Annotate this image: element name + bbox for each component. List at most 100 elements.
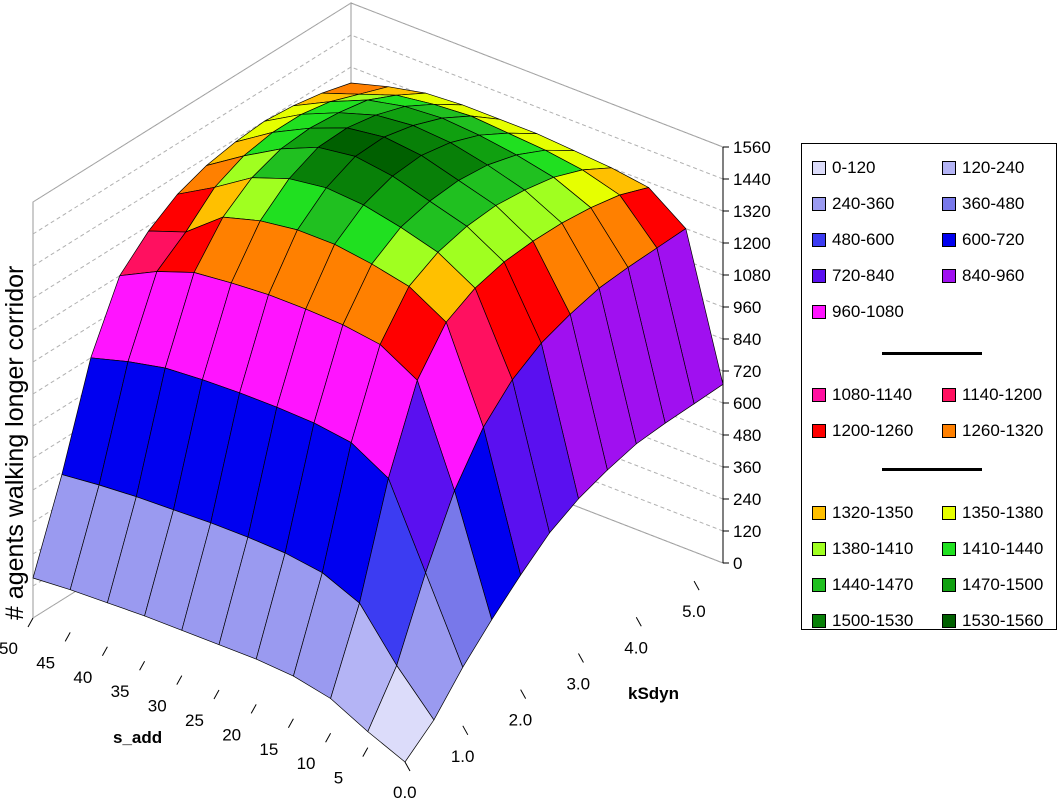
legend-item: 1500-1530 [812,611,913,631]
legend-item: 1440-1470 [812,575,913,595]
ksdyn-tick-label: 0.0 [393,783,417,802]
y-axis-label: kSdyn [628,684,679,703]
legend-label: 1410-1440 [962,539,1044,558]
s-add-tick-mark [176,675,183,685]
legend-item: 1350-1380 [942,503,1043,523]
legend-label: 480-600 [832,230,895,249]
s-add-tick-label: 25 [185,711,204,730]
legend-label: 1380-1410 [832,539,914,558]
s-add-tick-label: 20 [222,725,241,744]
s-add-tick-mark [213,689,220,700]
s-add-tick-mark [325,732,332,743]
legend-label: 1260-1320 [962,421,1044,440]
legend-item: 1380-1410 [812,539,913,559]
legend-label: 120-240 [962,158,1025,177]
s-add-axis-ticks: 50 45 40 35 30 25 20 15 10 5 [0,617,369,788]
s-add-tick-mark [287,718,294,729]
legend-separator [882,468,982,471]
z-tick-label: 960 [733,298,761,317]
legend-label: 1320-1350 [832,503,914,522]
x-axis-label: s_add [113,728,162,747]
z-tick-label: 120 [733,522,761,541]
ksdyn-tick-mark [635,617,642,627]
legend-item: 1410-1440 [942,539,1043,559]
z-tick-label: 240 [733,490,761,509]
ksdyn-tick-label: 2.0 [509,711,533,730]
legend-swatch [812,388,826,402]
z-tick-label: 1080 [733,266,771,285]
s-add-tick-label: 30 [148,697,167,716]
legend-label: 240-360 [832,194,895,213]
legend-swatch [812,161,826,175]
legend-label: 1200-1260 [832,421,914,440]
legend-label: 1350-1380 [962,503,1044,522]
legend-swatch [942,197,956,211]
s-add-tick-mark [362,747,369,757]
z-tick-label: 1320 [733,202,771,221]
legend-swatch [942,614,956,628]
ksdyn-axis-ticks: 0.0 1.0 2.0 3.0 4.0 5.0 [393,580,706,802]
legend-item: 360-480 [942,194,1024,214]
s-add-tick-mark [64,632,71,642]
z-tick-label: 1560 [733,138,771,157]
legend-swatch [812,542,826,556]
legend-label: 360-480 [962,194,1025,213]
legend-item: 480-600 [812,230,894,250]
legend-item: 1080-1140 [812,385,912,405]
legend-swatch [812,614,826,628]
legend-label: 1530-1560 [962,611,1044,630]
s-add-tick-label: 45 [36,653,55,672]
legend-item: 1200-1260 [812,421,913,441]
legend-swatch [942,578,956,592]
z-axis-label: # agents walking longer corridor [1,266,29,620]
legend-item: 600-720 [942,230,1024,250]
legend-item: 0-120 [812,158,875,178]
s-add-tick-mark [27,617,34,628]
ksdyn-tick-mark [520,689,527,699]
ksdyn-tick-mark [578,653,584,663]
legend-label: 1470-1500 [962,575,1044,594]
z-tick-label: 480 [733,426,761,445]
legend: 0-120 120-240 240-360 360-480 480-600 600-720… [801,143,1057,630]
legend-swatch [812,578,826,592]
z-axis-ticks: 0 120 240 360 480 600 720 840 960 1080 1200 1320 144… [722,138,771,573]
legend-item: 1470-1500 [942,575,1043,595]
legend-label: 1080-1140 [832,385,913,404]
legend-item: 1320-1350 [812,503,913,523]
legend-label: 600-720 [962,230,1025,249]
s-add-tick-mark [250,704,257,714]
legend-swatch [942,542,956,556]
z-tick-label: 360 [733,458,761,477]
s-add-tick-label: 15 [259,740,278,759]
legend-label: 1140-1200 [962,385,1043,404]
legend-item: 840-960 [942,266,1024,286]
z-tick-label: 1200 [733,234,771,253]
s-add-tick-label: 10 [297,754,316,773]
legend-item: 240-360 [812,194,894,214]
ksdyn-tick-label: 5.0 [682,602,706,621]
s-add-tick-label: 40 [73,668,92,687]
legend-label: 1440-1470 [832,575,914,594]
ksdyn-tick-label: 3.0 [566,674,590,693]
ksdyn-tick-mark [693,580,700,591]
legend-swatch [812,424,826,438]
z-tick-label: 840 [733,330,761,349]
legend-item: 1260-1320 [942,421,1043,441]
legend-swatch [812,269,826,283]
z-tick-label: 0 [733,554,742,573]
legend-item: 1530-1560 [942,611,1043,631]
ksdyn-tick-label: 1.0 [451,747,475,766]
legend-swatch [942,161,956,175]
legend-item: 960-1080 [812,302,904,322]
legend-swatch [812,197,826,211]
z-tick-label: 1440 [733,170,771,189]
legend-swatch [942,233,956,247]
legend-label: 840-960 [962,266,1025,285]
legend-item: 720-840 [812,266,894,286]
s-add-tick-label: 5 [334,769,343,788]
surface-cell [367,665,435,763]
legend-swatch [812,305,826,319]
s-add-tick-label: 50 [0,639,18,658]
legend-label: 0-120 [832,158,876,177]
